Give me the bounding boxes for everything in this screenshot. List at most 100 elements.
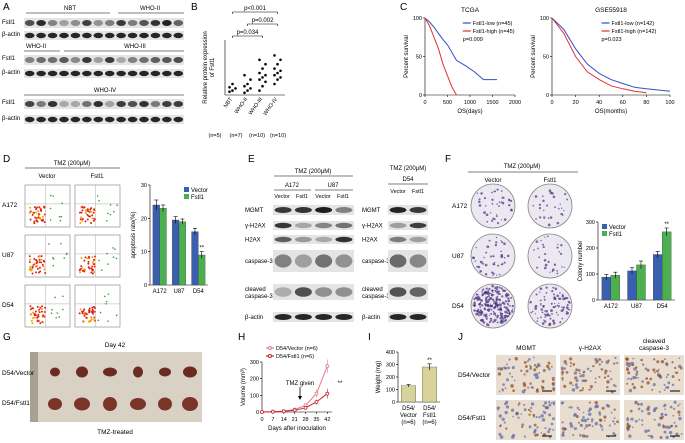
ihc-cell	[663, 389, 666, 392]
blot-band	[150, 32, 161, 39]
blot-band	[82, 32, 92, 39]
ihc-cell	[527, 386, 530, 389]
ihc-cell	[529, 382, 532, 385]
blot-band	[409, 207, 427, 213]
colony	[534, 304, 538, 308]
colony	[495, 301, 498, 304]
ihc-cell	[503, 421, 506, 424]
colony	[545, 309, 548, 313]
colony	[561, 306, 563, 308]
blot-band	[409, 287, 427, 297]
data-point	[261, 84, 264, 88]
ihc-cell	[535, 365, 539, 369]
y-tick-label: 200	[386, 375, 395, 381]
plate	[470, 183, 516, 229]
ihc-cell	[542, 368, 546, 372]
ihc-cell	[533, 364, 537, 367]
data-point	[258, 78, 261, 81]
ihc-cell	[530, 406, 533, 410]
flow-event	[92, 312, 95, 315]
y-tick-label: 0	[592, 298, 595, 304]
blot-band	[274, 287, 292, 297]
flow-event	[91, 306, 94, 309]
flow-event	[49, 207, 52, 210]
ihc-cell	[505, 405, 510, 409]
flow-event	[63, 257, 66, 259]
blot-band	[70, 101, 81, 107]
label: WHO-IV	[94, 88, 116, 94]
ihc-cell	[497, 367, 501, 371]
ihc-cell	[548, 427, 552, 431]
ihc-cell	[644, 367, 648, 371]
ihc-cell	[560, 401, 564, 405]
colony	[550, 309, 553, 312]
data-point	[281, 409, 286, 414]
ihc-cell	[511, 375, 513, 378]
x-tick-label: 35	[313, 417, 319, 423]
ihc-cell	[608, 424, 611, 427]
ihc-cell	[563, 367, 566, 371]
flow-event	[91, 214, 94, 217]
data-point	[273, 54, 276, 57]
ihc-cell	[598, 418, 603, 423]
colony	[491, 284, 495, 288]
colony	[492, 310, 495, 313]
y-tick-label: 0	[419, 93, 422, 99]
data-point	[243, 84, 246, 88]
colony	[477, 294, 479, 296]
ihc-cell	[627, 377, 630, 380]
ihc-cell	[561, 379, 564, 381]
blot-band	[24, 57, 35, 63]
ihc-cell	[656, 369, 659, 373]
plate	[527, 283, 573, 329]
legend-label: Fstl1-high (n=142)	[612, 29, 657, 35]
flow-event	[50, 312, 53, 314]
colony	[535, 218, 537, 220]
blot-band	[127, 116, 138, 123]
colony	[557, 314, 559, 316]
flow-event	[31, 307, 34, 310]
flow-event	[40, 255, 43, 258]
flow-event	[34, 216, 37, 219]
colony	[491, 202, 494, 205]
ihc-cell	[614, 356, 617, 360]
x-tick-label: D54/	[402, 406, 415, 412]
y-axis-label: apoptosis rate(%)	[131, 211, 137, 258]
ihc-cell	[563, 384, 567, 388]
blot-band	[335, 314, 353, 320]
ihc-image	[496, 355, 556, 395]
colony	[547, 217, 550, 219]
flow-event	[81, 219, 84, 222]
y-tick-label: 30	[141, 183, 147, 189]
ihc-cell	[605, 360, 609, 365]
tumor	[182, 397, 198, 411]
colony	[544, 236, 546, 238]
ihc-cell	[541, 386, 545, 390]
ihc-cell	[658, 368, 660, 371]
ihc-cell	[626, 382, 629, 385]
ihc-cell	[543, 411, 547, 415]
flow-event	[36, 305, 39, 308]
y-tick-label: 100	[586, 272, 595, 278]
flow-event	[41, 215, 44, 218]
blot-band	[82, 70, 92, 77]
ihc-cell	[540, 385, 543, 388]
colony	[556, 304, 559, 307]
colony	[559, 203, 561, 205]
ihc-cell	[575, 385, 579, 389]
flow-event	[93, 270, 96, 273]
data-point	[261, 76, 264, 79]
ihc-cell	[563, 427, 567, 431]
colony	[530, 311, 532, 314]
data-point	[276, 71, 279, 75]
blot-band	[274, 236, 292, 243]
ihc-cell	[594, 421, 599, 426]
ihc-cell	[628, 434, 632, 438]
colony	[496, 304, 499, 307]
bar	[191, 231, 199, 286]
data-point	[273, 67, 276, 70]
ihc-cell	[504, 387, 507, 390]
flow-event	[99, 311, 102, 314]
colony	[473, 297, 476, 301]
flow-event	[34, 262, 37, 265]
